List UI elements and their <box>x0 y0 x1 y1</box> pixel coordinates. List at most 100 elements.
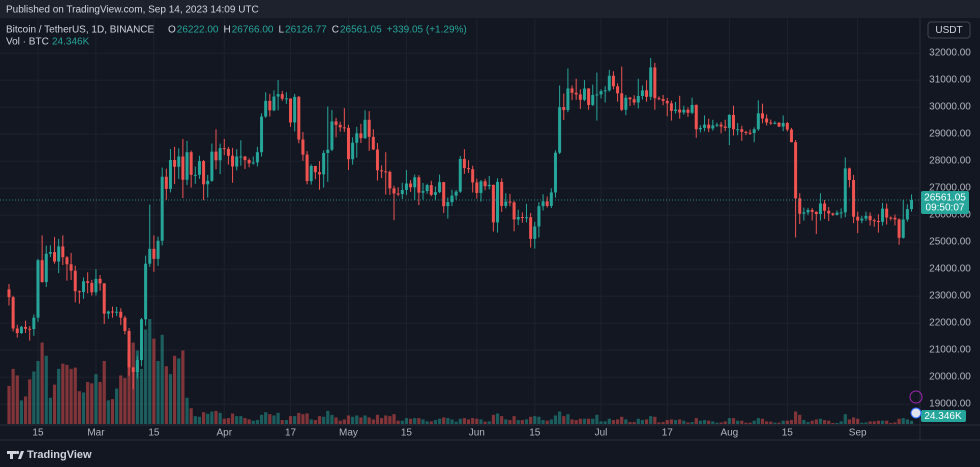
legend-value: 26126.77 <box>285 25 327 36</box>
volume-bar <box>247 419 251 424</box>
candle-body <box>765 118 769 123</box>
volume-bar <box>235 416 239 424</box>
volume-bar <box>309 419 313 424</box>
candle-body <box>181 156 185 180</box>
candle-body <box>843 168 847 213</box>
volume-bar <box>524 419 529 424</box>
candle-body <box>467 168 471 170</box>
volume-bar <box>106 400 110 424</box>
candle-body <box>421 191 425 193</box>
volume-bar <box>632 422 636 424</box>
candle-body <box>860 218 864 221</box>
event-icon[interactable] <box>910 407 922 419</box>
legend-key: L <box>278 25 284 36</box>
candle-body <box>620 93 624 110</box>
volume-bar <box>541 420 545 424</box>
volume-bar <box>342 419 346 424</box>
volume-bar <box>889 422 893 424</box>
x-tick-label: 15 <box>148 428 160 439</box>
volume-bar <box>330 414 334 424</box>
candle-body <box>876 221 880 223</box>
last-price-label: 26561.05 <box>924 193 966 204</box>
candle-body <box>624 97 628 110</box>
candle-body <box>214 151 218 161</box>
volume-bar <box>698 420 702 424</box>
volume-bar <box>570 419 574 424</box>
candle-body <box>40 260 44 283</box>
candle-body <box>450 195 454 203</box>
volume-bar <box>479 419 483 424</box>
legend-key: C <box>332 25 339 36</box>
volume-bar <box>843 414 847 424</box>
volume-bar <box>504 419 508 424</box>
candle-body <box>603 90 607 92</box>
candle-body <box>309 165 313 182</box>
candle-body <box>665 100 669 104</box>
volume-bar <box>201 412 206 424</box>
volume-bar <box>69 368 73 424</box>
candle-body <box>831 213 835 215</box>
volume-bar <box>694 418 698 424</box>
volume-bar <box>785 420 789 424</box>
candle-body <box>53 252 57 262</box>
volume-bar <box>156 361 160 424</box>
volume-bar <box>831 422 835 424</box>
x-tick-label: Jul <box>595 428 608 439</box>
volume-bar <box>322 416 326 424</box>
volume-bar <box>814 419 818 424</box>
x-tick-label: Mar <box>87 428 105 439</box>
candle-body <box>794 142 798 199</box>
candle-body <box>893 217 897 220</box>
currency-button[interactable] <box>927 21 971 39</box>
candle-body <box>736 129 740 131</box>
candle-body <box>727 114 731 128</box>
y-tick-label: 31000.00 <box>929 75 971 86</box>
candle-body <box>272 96 276 111</box>
candle-body <box>628 97 632 100</box>
volume-bar <box>620 416 624 424</box>
candle-body <box>868 215 872 221</box>
candle-body <box>284 98 288 100</box>
candle-body <box>806 209 810 213</box>
volume-bar <box>48 397 52 424</box>
candle-body <box>7 289 11 298</box>
volume-bar <box>222 418 226 424</box>
volume-bar <box>466 419 471 424</box>
volume-bar <box>355 415 359 424</box>
candle-body <box>500 181 504 206</box>
candle-body <box>239 156 243 158</box>
volume-bar <box>177 358 181 424</box>
volume-bar <box>437 418 442 424</box>
volume-bar <box>32 371 36 424</box>
ohlc-legend: O 26222.00 H 26766.00 L 26126.77 C 26561.05 +339… <box>168 25 467 36</box>
volume-bar <box>239 416 243 424</box>
x-tick-label: Sep <box>849 428 867 439</box>
candle-body <box>578 94 582 100</box>
alert-icon[interactable] <box>909 390 923 404</box>
volume-bar <box>475 418 479 424</box>
volume-bar <box>872 421 876 424</box>
volume-bar <box>847 419 852 424</box>
volume-bar <box>98 382 102 424</box>
volume-bar <box>545 420 549 424</box>
x-tick-label: 15 <box>529 428 541 439</box>
volume-bar <box>168 374 173 424</box>
volume-bar <box>748 422 752 424</box>
volume-bar <box>160 334 164 424</box>
candle-body <box>177 156 181 167</box>
volume-bar <box>371 419 375 424</box>
volume-bar <box>471 418 475 424</box>
candle-body <box>496 181 500 223</box>
candle-body <box>744 131 748 133</box>
candle-body <box>123 317 127 331</box>
candle-body <box>388 171 392 189</box>
volume-bar <box>491 414 495 424</box>
volume-bar <box>835 422 839 424</box>
currency-label: USDT <box>935 25 962 36</box>
candle-body <box>839 212 843 214</box>
volume-bar <box>94 374 98 424</box>
candle-body <box>367 119 371 137</box>
volume-bar <box>624 419 628 424</box>
candle-body <box>363 119 367 139</box>
candle-body <box>512 202 516 220</box>
